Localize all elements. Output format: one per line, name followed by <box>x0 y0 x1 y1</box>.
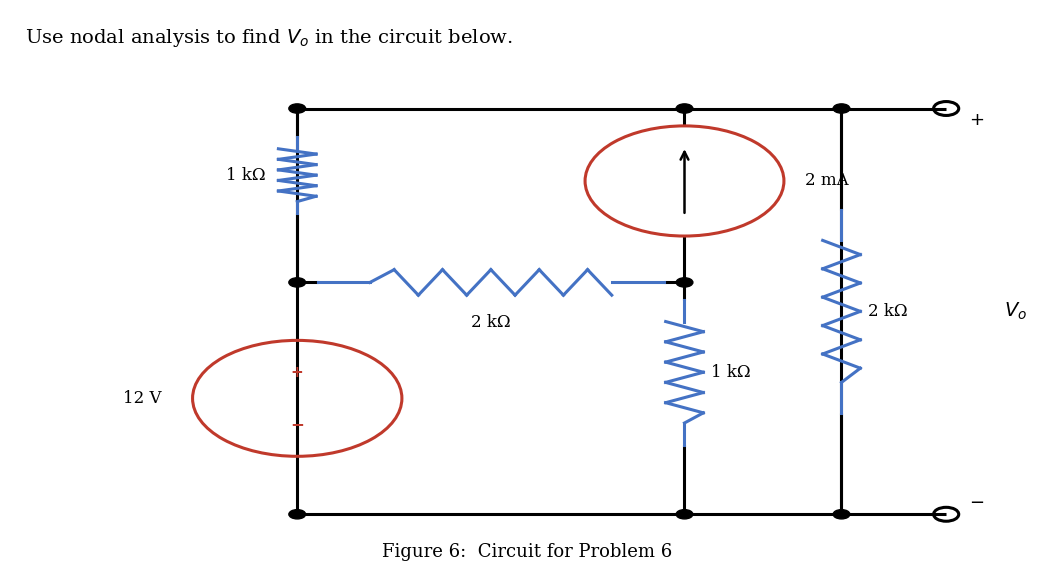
Text: 1 kΩ: 1 kΩ <box>711 364 750 381</box>
Circle shape <box>289 510 306 519</box>
Text: 2 mA: 2 mA <box>805 172 848 189</box>
Circle shape <box>289 104 306 113</box>
Text: −: − <box>970 494 984 512</box>
Text: $V_o$: $V_o$ <box>1003 300 1027 322</box>
Circle shape <box>676 104 693 113</box>
Text: 2 kΩ: 2 kΩ <box>867 303 907 320</box>
Text: Use nodal analysis to find $V_o$ in the circuit below.: Use nodal analysis to find $V_o$ in the … <box>25 28 513 49</box>
Circle shape <box>833 510 850 519</box>
Text: +: + <box>291 365 304 380</box>
Text: +: + <box>970 111 984 129</box>
Circle shape <box>676 278 693 287</box>
Circle shape <box>833 104 850 113</box>
Circle shape <box>289 278 306 287</box>
Text: 2 kΩ: 2 kΩ <box>471 315 511 331</box>
Text: 12 V: 12 V <box>122 390 161 407</box>
Text: Figure 6:  Circuit for Problem 6: Figure 6: Circuit for Problem 6 <box>382 543 673 560</box>
Circle shape <box>676 510 693 519</box>
Text: 1 kΩ: 1 kΩ <box>226 166 266 183</box>
Text: −: − <box>290 416 304 433</box>
